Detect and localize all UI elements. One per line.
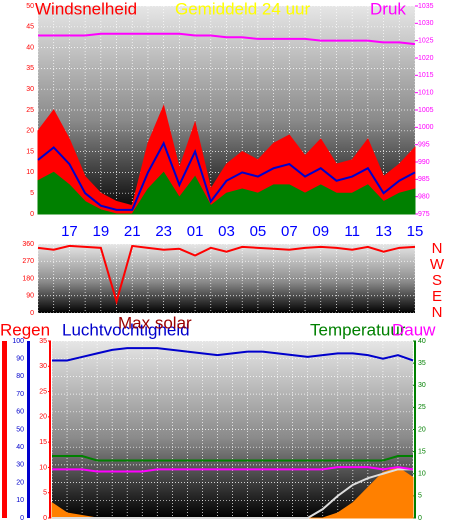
line xyxy=(38,32,416,46)
x-tick-label: 03 xyxy=(218,223,235,240)
y-tick-label: 15 xyxy=(418,448,426,455)
legend-label: Temperatuur xyxy=(310,320,406,339)
y-tick-label: 30 xyxy=(418,382,426,389)
y-tick-label: 180 xyxy=(22,275,34,282)
y-tick-label: 25 xyxy=(26,107,34,114)
legend-label: Luchtvochtigheid xyxy=(62,320,190,339)
y-tick-label: 50 xyxy=(16,426,24,433)
y-tick-label: 15 xyxy=(39,439,47,446)
y-tick-label: 20 xyxy=(16,479,24,486)
y-tick-label: 90 xyxy=(26,293,34,300)
y-tick-label: 20 xyxy=(26,128,34,135)
y-tick-label: 1030 xyxy=(418,20,434,27)
y-tick-label: 5 xyxy=(43,490,47,497)
y-tick-label: 15 xyxy=(26,148,34,155)
y-tick-label: 25 xyxy=(418,404,426,411)
compass-label: N xyxy=(432,304,443,321)
y-tick-label: 35 xyxy=(418,360,426,367)
x-tick-label: 17 xyxy=(61,223,78,240)
y-tick-label: 40 xyxy=(26,44,34,51)
y-tick-label: 5 xyxy=(30,190,34,197)
y-tick-label: 50 xyxy=(26,3,34,10)
y-tick-label: 40 xyxy=(16,444,24,451)
y-tick-label: 20 xyxy=(418,426,426,433)
y-tick-label: 985 xyxy=(418,176,430,183)
legend-label: Dauw xyxy=(392,320,436,339)
y-tick-label: 980 xyxy=(418,194,430,201)
y-tick-label: 20 xyxy=(39,414,47,421)
y-tick-label: 60 xyxy=(16,409,24,416)
compass-label: N xyxy=(432,240,443,257)
y-tick-label: 30 xyxy=(39,363,47,370)
y-tick-label: 45 xyxy=(26,24,34,31)
y-tick-label: 1035 xyxy=(418,3,434,10)
line xyxy=(37,244,416,306)
y-tick-label: 975 xyxy=(418,211,430,218)
plot-background xyxy=(38,244,415,313)
axis-bar xyxy=(27,341,30,518)
y-tick-label: 360 xyxy=(22,241,34,248)
y-tick-label: 0 xyxy=(30,310,34,317)
x-tick-label: 13 xyxy=(375,223,392,240)
y-tick-label: 1000 xyxy=(418,124,434,131)
y-tick-label: 35 xyxy=(39,338,47,345)
y-tick-label: 40 xyxy=(418,338,426,345)
y-tick-label: 80 xyxy=(16,373,24,380)
x-tick-label: 05 xyxy=(250,223,267,240)
compass-label: E xyxy=(432,288,442,305)
legend-label: Regen xyxy=(0,320,50,339)
line xyxy=(37,140,416,211)
line xyxy=(52,468,413,519)
axis-bar xyxy=(414,341,416,518)
x-tick-label: 23 xyxy=(155,223,172,240)
y-tick-label: 10 xyxy=(39,464,47,471)
legend-label: Druk xyxy=(370,0,406,18)
x-tick-label: 07 xyxy=(281,223,298,240)
y-tick-label: 1020 xyxy=(418,55,434,62)
x-tick-label: 09 xyxy=(312,223,329,240)
x-tick-label: 15 xyxy=(407,223,424,240)
legend-label: Windsnelheid xyxy=(35,0,137,18)
y-tick-label: 0 xyxy=(30,211,34,218)
area xyxy=(37,171,416,215)
y-tick-label: 30 xyxy=(16,462,24,469)
x-tick-label: 11 xyxy=(344,223,360,240)
y-tick-label: 0 xyxy=(20,515,24,522)
y-tick-label: 1005 xyxy=(418,107,434,114)
y-tick-label: 70 xyxy=(16,391,24,398)
line xyxy=(52,455,413,462)
y-tick-label: 1025 xyxy=(418,38,434,45)
y-tick-label: 90 xyxy=(16,356,24,363)
y-tick-label: 10 xyxy=(26,169,34,176)
y-tick-label: 995 xyxy=(418,142,430,149)
y-tick-label: 10 xyxy=(16,497,24,504)
compass-label: S xyxy=(432,272,442,289)
x-tick-label: 21 xyxy=(124,223,141,240)
y-tick-label: 35 xyxy=(26,65,34,72)
annotation: Gemiddeld 24 uur xyxy=(175,0,310,18)
x-tick-label: 19 xyxy=(92,223,109,240)
y-tick-label: 5 xyxy=(418,493,422,500)
axis-bar xyxy=(2,341,7,518)
legend-label: Max solar xyxy=(118,313,192,332)
axis-bar xyxy=(49,341,51,518)
line xyxy=(52,466,414,473)
line xyxy=(52,347,414,362)
y-tick-label: 990 xyxy=(418,159,430,166)
y-tick-label: 270 xyxy=(22,258,34,265)
y-tick-label: 1015 xyxy=(418,72,434,79)
y-tick-label: 100 xyxy=(12,338,24,345)
y-tick-label: 30 xyxy=(26,86,34,93)
y-tick-label: 0 xyxy=(418,515,422,522)
y-tick-label: 10 xyxy=(418,471,426,478)
x-tick-label: 01 xyxy=(187,223,204,240)
y-tick-label: 0 xyxy=(43,515,47,522)
y-tick-label: 25 xyxy=(39,388,47,395)
compass-label: W xyxy=(430,256,445,273)
y-tick-label: 1010 xyxy=(418,90,434,97)
